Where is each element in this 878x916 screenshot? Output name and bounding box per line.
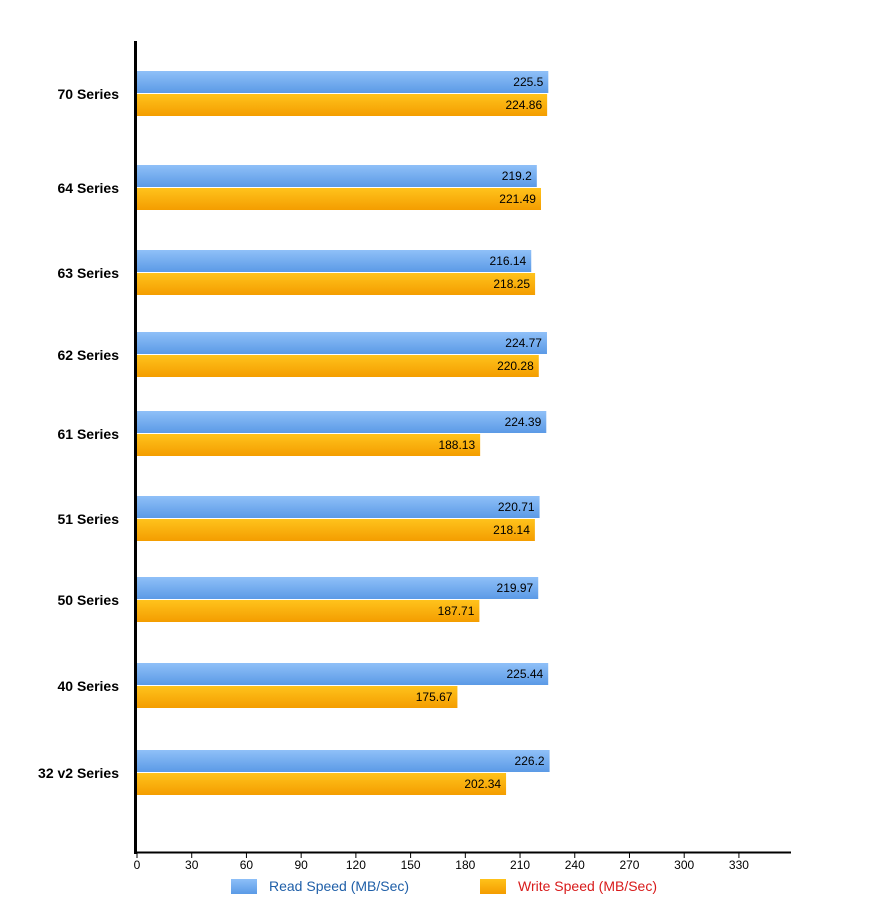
category-label: 40 Series [58,678,120,694]
x-axis-ticks: 0 30 60 90 120 150 180 210 240 270 300 330 [134,852,749,872]
category-label: 62 Series [58,347,120,363]
bars-group [137,71,550,795]
read-speed-value: 216.14 [490,254,527,268]
write-speed-bar [137,686,458,708]
read-speed-bar [137,165,537,187]
category-label: 50 Series [58,592,120,608]
category-label: 64 Series [58,180,120,196]
write-speed-bar [137,600,480,622]
legend: Read Speed (MB/Sec) Write Speed (MB/Sec) [0,878,878,898]
write-speed-bar [137,519,535,541]
write-speed-value: 224.86 [505,98,542,112]
write-speed-bar [137,273,536,295]
read-speed-bar [137,332,547,354]
x-tick-label: 210 [510,858,530,872]
write-speed-bar [137,188,541,210]
write-speed-value: 175.67 [416,690,453,704]
legend-item-write: Write Speed (MB/Sec) [480,878,657,894]
read-speed-bar [137,577,539,599]
x-tick-label: 120 [346,858,366,872]
read-speed-value: 220.71 [498,500,535,514]
x-tick-label: 0 [134,858,141,872]
read-speed-value: 225.5 [513,75,543,89]
category-label: 70 Series [58,86,120,102]
x-tick-label: 330 [729,858,749,872]
read-speed-value: 224.77 [505,336,542,350]
legend-label-read: Read Speed (MB/Sec) [269,878,410,894]
x-tick-label: 150 [401,858,421,872]
write-speed-value: 218.25 [493,277,530,291]
read-speed-bar [137,496,540,518]
legend-swatch-write [480,878,506,894]
data-labels: 225.5 224.86 219.2 221.49 216.14 218.25 224.77… [416,75,545,791]
x-tick-label: 270 [619,858,639,872]
x-tick-label: 300 [674,858,694,872]
x-tick-label: 60 [240,858,254,872]
write-speed-bar [137,773,507,795]
x-tick-label: 90 [294,858,308,872]
read-speed-bar [137,750,550,772]
write-speed-value: 221.49 [499,192,536,206]
legend-item-read: Read Speed (MB/Sec) [231,878,409,894]
category-label: 51 Series [58,511,120,527]
category-labels: 70 Series 64 Series 63 Series 62 Series 61 S… [38,86,119,781]
legend-label-write: Write Speed (MB/Sec) [518,878,658,894]
read-speed-value: 219.97 [497,581,534,595]
category-label: 32 v2 Series [38,765,119,781]
write-speed-value: 202.34 [464,777,501,791]
read-speed-value: 226.2 [515,754,545,768]
write-speed-value: 220.28 [497,359,534,373]
read-speed-bar [137,411,547,433]
read-speed-value: 225.44 [506,667,543,681]
write-speed-value: 218.14 [493,523,530,537]
read-speed-value: 219.2 [502,169,532,183]
read-speed-bar [137,250,532,272]
write-speed-bar [137,355,539,377]
x-tick-label: 30 [185,858,199,872]
category-label: 61 Series [58,426,120,442]
read-speed-bar [137,71,549,93]
write-speed-bar [137,434,481,456]
category-label: 63 Series [58,265,120,281]
legend-swatch-read [231,878,257,894]
write-speed-value: 187.71 [438,604,475,618]
read-speed-bar [137,663,549,685]
write-speed-bar [137,94,548,116]
read-speed-value: 224.39 [505,415,542,429]
x-tick-label: 180 [455,858,475,872]
write-speed-value: 188.13 [438,438,475,452]
x-tick-label: 240 [565,858,585,872]
